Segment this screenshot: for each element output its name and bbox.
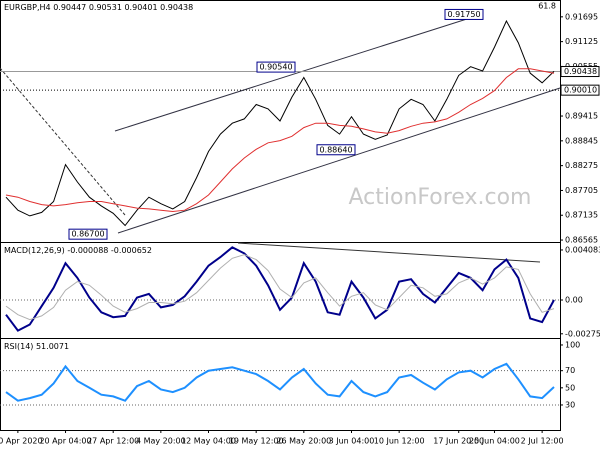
- macd-readout: -0.000088: [67, 246, 108, 255]
- signal-readout: -0.000652: [111, 246, 152, 255]
- fib-label: 61.8: [538, 2, 556, 11]
- x-tick-label: 4 May 20:00: [136, 437, 186, 446]
- y-tick-label: 0.00: [565, 296, 583, 305]
- rsi-readout: 51.0071: [36, 342, 69, 351]
- y-tick-label: 0.88845: [565, 136, 598, 145]
- macd-header: MACD(12,26,9) -0.000088 -0.000652: [4, 246, 152, 255]
- series-line: [5, 362, 555, 402]
- ohlc-open: 0.90447: [53, 3, 86, 12]
- y-tick-label: 0.86565: [565, 236, 598, 245]
- x-tick-label: 10 Apr 2020: [0, 437, 43, 446]
- annotation-label: 0.91750: [447, 10, 480, 19]
- x-tick-label: 20 Apr 04:00: [39, 437, 91, 446]
- y-tick-label: 0.91695: [565, 12, 598, 21]
- annotation-box: [316, 144, 356, 156]
- annotation-box: [256, 61, 296, 73]
- ohlc-close: 0.90438: [160, 3, 193, 12]
- y-tick-label: 0.004083: [565, 245, 600, 254]
- y-tick-label: 0.91125: [565, 37, 598, 46]
- annotation-label: 0.90540: [259, 63, 292, 72]
- price-level-box: [560, 66, 600, 78]
- x-tick-label: 25 Jun 04:00: [469, 437, 520, 446]
- x-tick-label: 17 Jun 20:00: [433, 437, 484, 446]
- rsi-panel: [0, 338, 561, 431]
- y-tick-label: 100: [565, 340, 580, 349]
- price-level-label: 0.90438: [564, 67, 597, 76]
- series-line: [5, 68, 555, 213]
- annotation-box: [68, 228, 108, 240]
- annotation-box: [444, 8, 484, 20]
- y-tick-label: 0.88275: [565, 161, 598, 170]
- channel-upper: [114, 17, 471, 132]
- annotation-label: 0.88640: [319, 145, 352, 154]
- series-line: [5, 254, 555, 321]
- x-tick-label: 10 Jun 12:00: [374, 437, 425, 446]
- divergence-line: [237, 242, 541, 263]
- x-tick-label: 3 Jun 04:00: [329, 437, 375, 446]
- watermark: ActionForex.com: [349, 185, 532, 210]
- symbol: EURGBP,H4: [4, 3, 51, 12]
- y-tick-label: -0.002757: [565, 329, 600, 338]
- price-level-label: 0.90010: [564, 86, 597, 95]
- series-line: [5, 19, 555, 227]
- macd-title: MACD(12,26,9): [4, 246, 65, 255]
- ohlc-high: 0.90531: [89, 3, 122, 12]
- y-tick-label: 0.89415: [565, 112, 598, 121]
- y-tick-label: 0.87135: [565, 211, 598, 220]
- annotation-label: 0.86700: [71, 230, 104, 239]
- x-tick-label: 2 Jul 12:00: [521, 437, 564, 446]
- rsi-title: RSI(14): [4, 342, 33, 351]
- series-line: [5, 246, 555, 332]
- x-tick-label: 27 Apr 12:00: [87, 437, 139, 446]
- ohlc-low: 0.90401: [124, 3, 157, 12]
- y-tick-label: 0.87705: [565, 186, 598, 195]
- y-tick-label: 50: [565, 383, 575, 392]
- channel-lower: [117, 87, 561, 234]
- x-tick-label: 19 May 12:00: [229, 437, 284, 446]
- x-tick-label: 12 May 04:00: [181, 437, 236, 446]
- trend-line: [0, 67, 126, 216]
- price-level-box: [560, 84, 600, 96]
- y-tick-label: 30: [565, 400, 575, 409]
- x-tick-label: 26 May 20:00: [276, 437, 331, 446]
- y-tick-label: 70: [565, 366, 575, 375]
- header: EURGBP,H4 0.90447 0.90531 0.90401 0.9043…: [4, 3, 193, 12]
- rsi-header: RSI(14) 51.0071: [4, 342, 69, 351]
